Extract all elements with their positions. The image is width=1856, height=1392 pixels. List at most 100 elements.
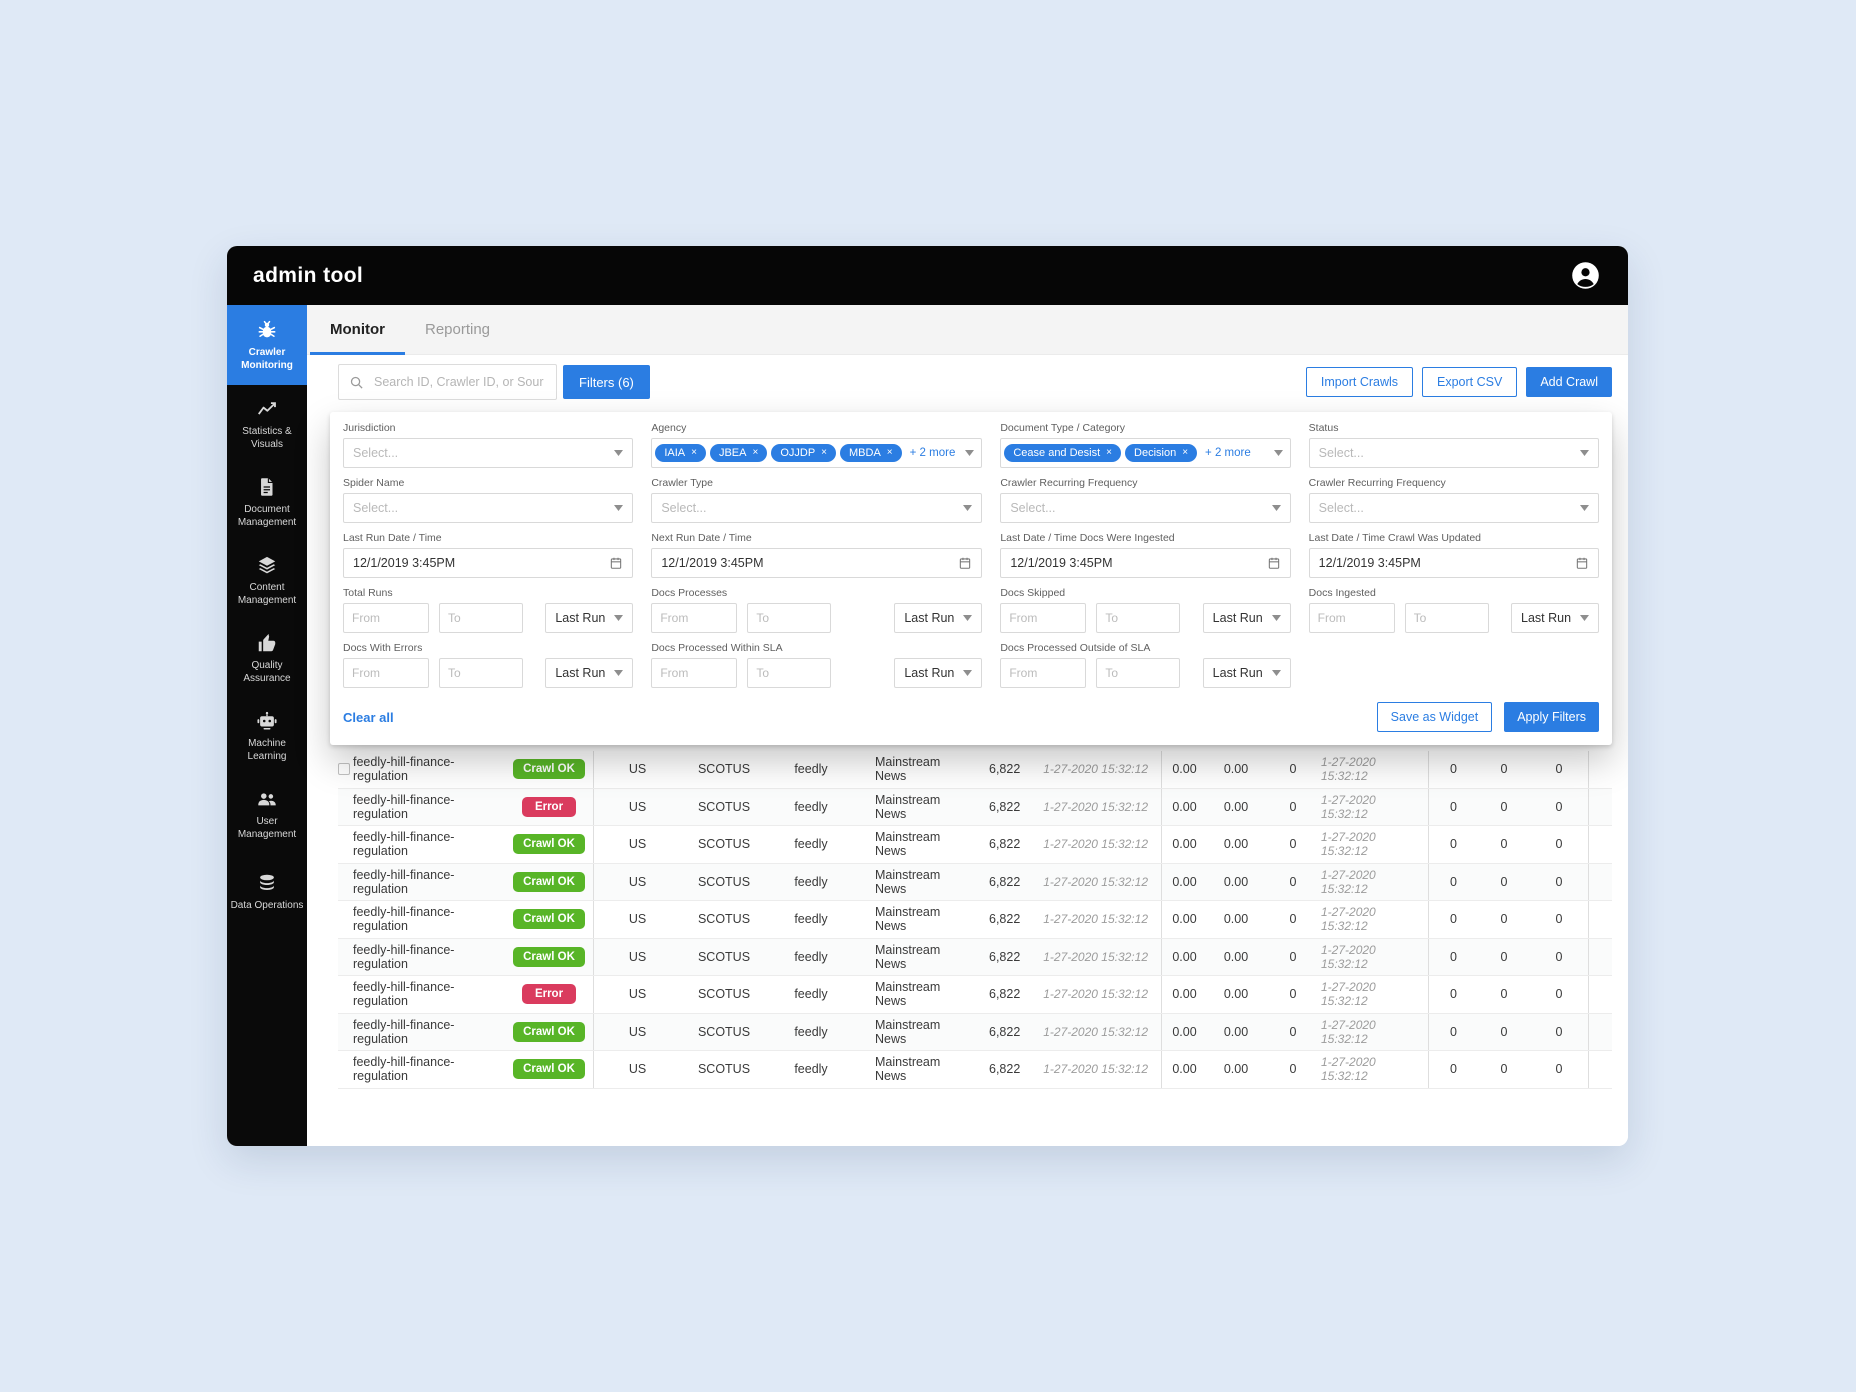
error-count-cell: 0	[1500, 949, 1508, 964]
from-input[interactable]	[1000, 658, 1087, 688]
remove-chip-icon[interactable]: ×	[1106, 447, 1113, 458]
row-checkbox[interactable]	[338, 763, 350, 776]
calendar-icon[interactable]	[609, 556, 623, 570]
remove-chip-icon[interactable]: ×	[886, 447, 893, 458]
error-count-cell: 0	[1428, 976, 1478, 1013]
crawler-recurring-frequency-select[interactable]: Select...	[1308, 493, 1599, 523]
filter-docs-processes: Docs Processes Last Run	[651, 587, 983, 633]
to-input[interactable]	[1404, 603, 1489, 633]
calendar-icon[interactable]	[958, 556, 972, 570]
filter-label: Last Date / Time Docs Were Ingested	[1000, 532, 1175, 544]
select-placeholder: Select...	[1010, 501, 1056, 515]
tab-monitor[interactable]: Monitor	[310, 305, 405, 355]
add-crawl-button[interactable]: Add Crawl	[1526, 367, 1612, 397]
agency-chip[interactable]: IAIA ×	[655, 444, 706, 462]
agency-cell: SCOTUS	[697, 1024, 751, 1039]
crawler-type-select[interactable]: Select...	[651, 493, 983, 523]
from-input[interactable]	[1000, 603, 1087, 633]
to-input[interactable]	[747, 658, 832, 688]
sidebar-item-document-management[interactable]: Document Management	[227, 463, 307, 541]
sidebar-item-statistics-visuals[interactable]: Statistics & Visuals	[227, 385, 307, 463]
jurisdiction-select[interactable]: Select...	[343, 438, 634, 468]
from-input[interactable]	[651, 658, 738, 688]
select-value: Last Run	[1212, 611, 1263, 625]
sidebar-item-content-management[interactable]: Content Management	[227, 541, 307, 619]
spider-name-select[interactable]: Select...	[343, 493, 634, 523]
calendar-icon[interactable]	[1575, 556, 1589, 570]
to-input[interactable]	[439, 658, 523, 688]
table-row[interactable]: feedly-hill-finance-regulation Crawl OK …	[338, 826, 1612, 864]
filters-button[interactable]: Filters (6)	[563, 365, 650, 399]
category-cell: Mainstream News	[875, 792, 941, 821]
to-input[interactable]	[1096, 658, 1181, 688]
to-input[interactable]	[747, 603, 832, 633]
last-run-select[interactable]: Last Run	[545, 658, 634, 688]
from-input[interactable]	[651, 603, 738, 633]
sidebar-item-quality-assurance[interactable]: Quality Assurance	[227, 619, 307, 697]
status-select[interactable]: Select...	[1308, 438, 1599, 468]
select-value: Last Run	[1521, 611, 1572, 625]
sidebar-item-data-operations[interactable]: Data Operations	[227, 853, 307, 931]
document-type-chip[interactable]: Decision ×	[1125, 444, 1198, 462]
last-ingested-date-input[interactable]: 12/1/2019 3:45PM	[1000, 548, 1291, 578]
remove-chip-icon[interactable]: ×	[752, 447, 759, 458]
calendar-icon[interactable]	[1267, 556, 1281, 570]
line-chart-icon	[256, 398, 278, 420]
table-row[interactable]: feedly-hill-finance-regulation Crawl OK …	[338, 901, 1612, 939]
table-row[interactable]: feedly-hill-finance-regulation Crawl OK …	[338, 1051, 1612, 1089]
remove-chip-icon[interactable]: ×	[1182, 447, 1189, 458]
last-run-select[interactable]: Last Run	[1202, 603, 1291, 633]
from-input[interactable]	[343, 603, 429, 633]
account-circle-icon[interactable]	[1571, 261, 1600, 290]
chevron-down-icon	[957, 670, 973, 676]
sidebar-item-machine-learning[interactable]: Machine Learning	[227, 697, 307, 775]
from-input[interactable]	[343, 658, 429, 688]
remove-chip-icon[interactable]: ×	[691, 447, 697, 458]
metric-cell: 0.00	[1161, 976, 1207, 1013]
table-row[interactable]: feedly-hill-finance-regulation Crawl OK …	[338, 1013, 1612, 1051]
metric-cell: 0.00	[1161, 863, 1207, 900]
spider-cell: feedly	[794, 949, 828, 964]
last-run-select[interactable]: Last Run	[1202, 658, 1291, 688]
next-run-date-input[interactable]: 12/1/2019 3:45PM	[651, 548, 983, 578]
agency-chip[interactable]: MBDA ×	[840, 444, 902, 462]
table-row[interactable]: feedly-hill-finance-regulation Error US …	[338, 788, 1612, 826]
agency-chip[interactable]: JBEA ×	[709, 444, 768, 462]
to-input[interactable]	[1096, 603, 1181, 633]
select-value: Last Run	[904, 666, 955, 680]
more-chips-label[interactable]: + 2 more	[909, 447, 956, 459]
crawler-recurring-frequency-select[interactable]: Select...	[1000, 493, 1291, 523]
from-input[interactable]	[1308, 603, 1395, 633]
apply-filters-button[interactable]: Apply Filters	[1504, 702, 1599, 732]
table-row[interactable]: feedly-hill-finance-regulation Crawl OK …	[338, 751, 1612, 789]
table-row[interactable]: feedly-hill-finance-regulation Crawl OK …	[338, 938, 1612, 976]
category-cell: Mainstream News	[875, 830, 941, 859]
last-run-select[interactable]: Last Run	[545, 603, 634, 633]
export-csv-button[interactable]: Export CSV	[1422, 367, 1518, 397]
sidebar-item-crawler-monitoring[interactable]: Crawler Monitoring	[227, 305, 307, 385]
remove-chip-icon[interactable]: ×	[821, 447, 828, 458]
table-row[interactable]: feedly-hill-finance-regulation Error US …	[338, 976, 1612, 1014]
import-crawls-button[interactable]: Import Crawls	[1305, 367, 1414, 397]
more-chips-label[interactable]: + 2 more	[1205, 447, 1251, 459]
row-checkbox-cell	[338, 939, 353, 976]
to-input[interactable]	[439, 603, 523, 633]
last-updated-date-input[interactable]: 12/1/2019 3:45PM	[1308, 548, 1599, 578]
last-run-select[interactable]: Last Run	[1511, 603, 1599, 633]
agency-chip[interactable]: OJJDP ×	[771, 444, 837, 462]
tab-reporting[interactable]: Reporting	[424, 321, 491, 338]
clear-all-link[interactable]: Clear all	[343, 709, 394, 725]
table-row[interactable]: feedly-hill-finance-regulation Crawl OK …	[338, 863, 1612, 901]
agency-select[interactable]: IAIA × JBEA × OJJDP × MBDA × + 2 more	[651, 438, 983, 468]
save-as-widget-button[interactable]: Save as Widget	[1376, 702, 1493, 732]
sidebar-item-user-management[interactable]: User Management	[227, 775, 307, 853]
search-input[interactable]	[372, 374, 546, 390]
document-type-chip[interactable]: Cease and Desist ×	[1004, 444, 1122, 462]
tab-bar: Monitor Reporting	[307, 305, 1628, 355]
last-run-select[interactable]: Last Run	[894, 603, 983, 633]
database-icon	[256, 872, 278, 894]
metric-cell: 0	[1289, 1062, 1297, 1077]
last-run-date-input[interactable]: 12/1/2019 3:45PM	[343, 548, 634, 578]
document-type-select[interactable]: Cease and Desist × Decision × + 2 more	[1000, 438, 1291, 468]
last-run-select[interactable]: Last Run	[894, 658, 983, 688]
